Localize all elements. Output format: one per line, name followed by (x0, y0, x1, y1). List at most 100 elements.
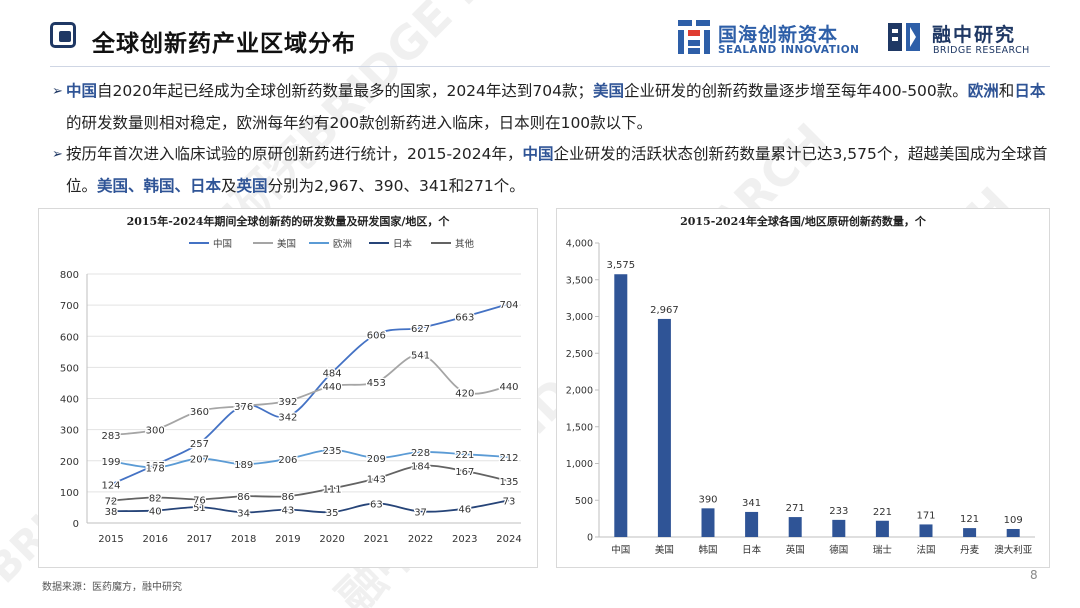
series-line-其他 (110, 464, 510, 502)
sealand-logo-cn: 国海创新资本 (718, 24, 839, 46)
data-label: 40 (149, 507, 162, 518)
bar-美国 (657, 318, 671, 537)
x-category-label: 丹麦 (960, 544, 980, 556)
x-category-label: 法国 (916, 544, 935, 556)
data-label: 37 (414, 507, 427, 518)
line-chart-panel: 2015年-2024年期间全球创新药的研发数量及研发国家/地区，个 中国 美国 欧洲… (38, 208, 538, 568)
data-label: 63 (370, 499, 383, 510)
bar-法国 (919, 524, 933, 537)
x-tick-label: 2024 (496, 534, 521, 545)
x-category-label: 韩国 (698, 544, 717, 556)
data-label: 378 (234, 401, 253, 412)
x-tick-label: 2022 (408, 534, 433, 545)
x-category-label: 美国 (655, 544, 674, 556)
line-chart: 中国 美国 欧洲 日本 其他 0 100 200 300 400 500 600 700 800 2015 2… (60, 238, 522, 545)
bar-韩国 (701, 508, 715, 537)
bar-value-label: 221 (873, 507, 892, 518)
data-label: 206 (278, 455, 297, 466)
line-chart-title: 2015年-2024年期间全球创新药的研发数量及研发国家/地区，个 (126, 215, 450, 228)
data-label: 207 (190, 455, 209, 466)
x-tick-label: 2017 (187, 534, 212, 545)
y-tick-label: 500 (60, 363, 79, 374)
bar-value-label: 171 (916, 510, 935, 521)
highlighted-text: 日本 (1014, 82, 1046, 100)
data-label: 627 (411, 324, 430, 335)
data-label: 235 (323, 446, 342, 457)
y-tick-label: 1,500 (566, 422, 593, 433)
legend-label: 日本 (393, 238, 413, 250)
data-label: 82 (149, 493, 162, 504)
bullet-text: 按历年首次进入临床试验的原研创新药进行统计，2015-2024年， (66, 145, 523, 163)
bar-chart-title: 2015-2024年全球各国/地区原研创新药数量，个 (680, 215, 926, 228)
data-label: 212 (499, 453, 518, 464)
bar-value-label: 233 (829, 506, 848, 517)
data-label: 663 (455, 313, 474, 324)
data-label: 392 (278, 397, 297, 408)
data-label: 189 (234, 460, 253, 471)
bullet-paragraph: ➢ 中国自2020年起已经成为全球创新药数量最多的国家，2024年达到704款；美… (52, 76, 1052, 139)
data-source: 数据来源：医药魔方，融中研究 (42, 582, 182, 593)
header-divider (50, 66, 1050, 67)
y-tick-label: 2,000 (566, 386, 593, 397)
data-label: 199 (101, 457, 120, 468)
y-tick-label: 0 (73, 519, 79, 530)
bridge-research-logo-icon (888, 23, 920, 51)
x-tick-label: 2019 (275, 534, 300, 545)
x-tick-label: 2018 (231, 534, 256, 545)
highlighted-text: 欧洲 (967, 82, 999, 100)
bar-value-label: 109 (1004, 515, 1023, 526)
bullet-text: 自2020年起已经成为全球创新药数量最多的国家，2024年达到704款； (97, 82, 593, 100)
data-label: 86 (237, 492, 250, 503)
y-tick-label: 700 (60, 301, 79, 312)
page-number: 8 (1030, 568, 1038, 582)
legend-label: 美国 (277, 238, 296, 250)
data-label: 178 (146, 464, 165, 475)
bullet-arrow-icon: ➢ (52, 147, 63, 162)
bar-value-label: 2,967 (650, 305, 679, 316)
title-square-icon (50, 22, 76, 48)
y-tick-label: 2,500 (566, 349, 593, 360)
bullet-text: 及 (221, 176, 237, 195)
highlighted-text: 英国 (236, 176, 268, 195)
data-label: 209 (367, 454, 386, 465)
header: 全球创新药产业区域分布 国海创新资本 SEALAND INNOVATION 融中… (0, 0, 1080, 62)
data-label: 704 (499, 300, 518, 311)
bullet-text: 分别为2,967、390、341和271个。 (267, 176, 525, 195)
bar-丹麦 (963, 528, 977, 537)
data-label: 440 (323, 382, 342, 393)
data-label: 360 (190, 407, 209, 418)
data-label: 43 (282, 506, 295, 517)
bar-中国 (614, 274, 628, 537)
legend-label: 中国 (213, 238, 232, 250)
bar-chart: 0 500 1,000 1,500 2,000 2,500 3,000 3,500 4,000 3… (566, 239, 1035, 556)
data-label: 86 (282, 492, 295, 503)
bar-value-label: 390 (698, 494, 717, 505)
y-tick-label: 100 (60, 488, 79, 499)
bullet-paragraph: ➢ 按历年首次进入临床试验的原研创新药进行统计，2015-2024年，中国企业研发… (52, 139, 1052, 202)
bar-value-label: 271 (786, 503, 805, 514)
y-tick-label: 800 (60, 270, 79, 281)
data-label: 135 (499, 477, 518, 488)
bar-英国 (788, 517, 802, 537)
x-tick-label: 2021 (364, 534, 389, 545)
sealand-logo: 国海创新资本 SEALAND INNOVATION (676, 18, 872, 58)
data-label: 72 (105, 497, 118, 508)
bar-chart-panel: 2015-2024年全球各国/地区原研创新药数量，个 0 500 1,000 1,50… (556, 208, 1050, 568)
data-label: 221 (455, 450, 474, 461)
data-label: 143 (367, 474, 386, 485)
y-tick-label: 3,000 (566, 312, 593, 323)
x-tick-label: 2023 (452, 534, 477, 545)
bar-value-label: 3,575 (606, 260, 635, 271)
x-tick-label: 2016 (142, 534, 167, 545)
x-category-label: 日本 (742, 544, 762, 556)
x-category-label: 德国 (829, 544, 848, 556)
x-category-label: 英国 (786, 544, 805, 556)
x-tick-label: 2015 (98, 534, 123, 545)
bullet-arrow-icon: ➢ (52, 84, 63, 99)
sealand-logo-en: SEALAND INNOVATION (718, 44, 860, 56)
data-label: 440 (499, 382, 518, 393)
bar-value-label: 341 (742, 498, 761, 509)
data-label: 167 (455, 467, 474, 478)
page-title: 全球创新药产业区域分布 (92, 31, 356, 57)
highlighted-text: 中国 (522, 145, 554, 163)
